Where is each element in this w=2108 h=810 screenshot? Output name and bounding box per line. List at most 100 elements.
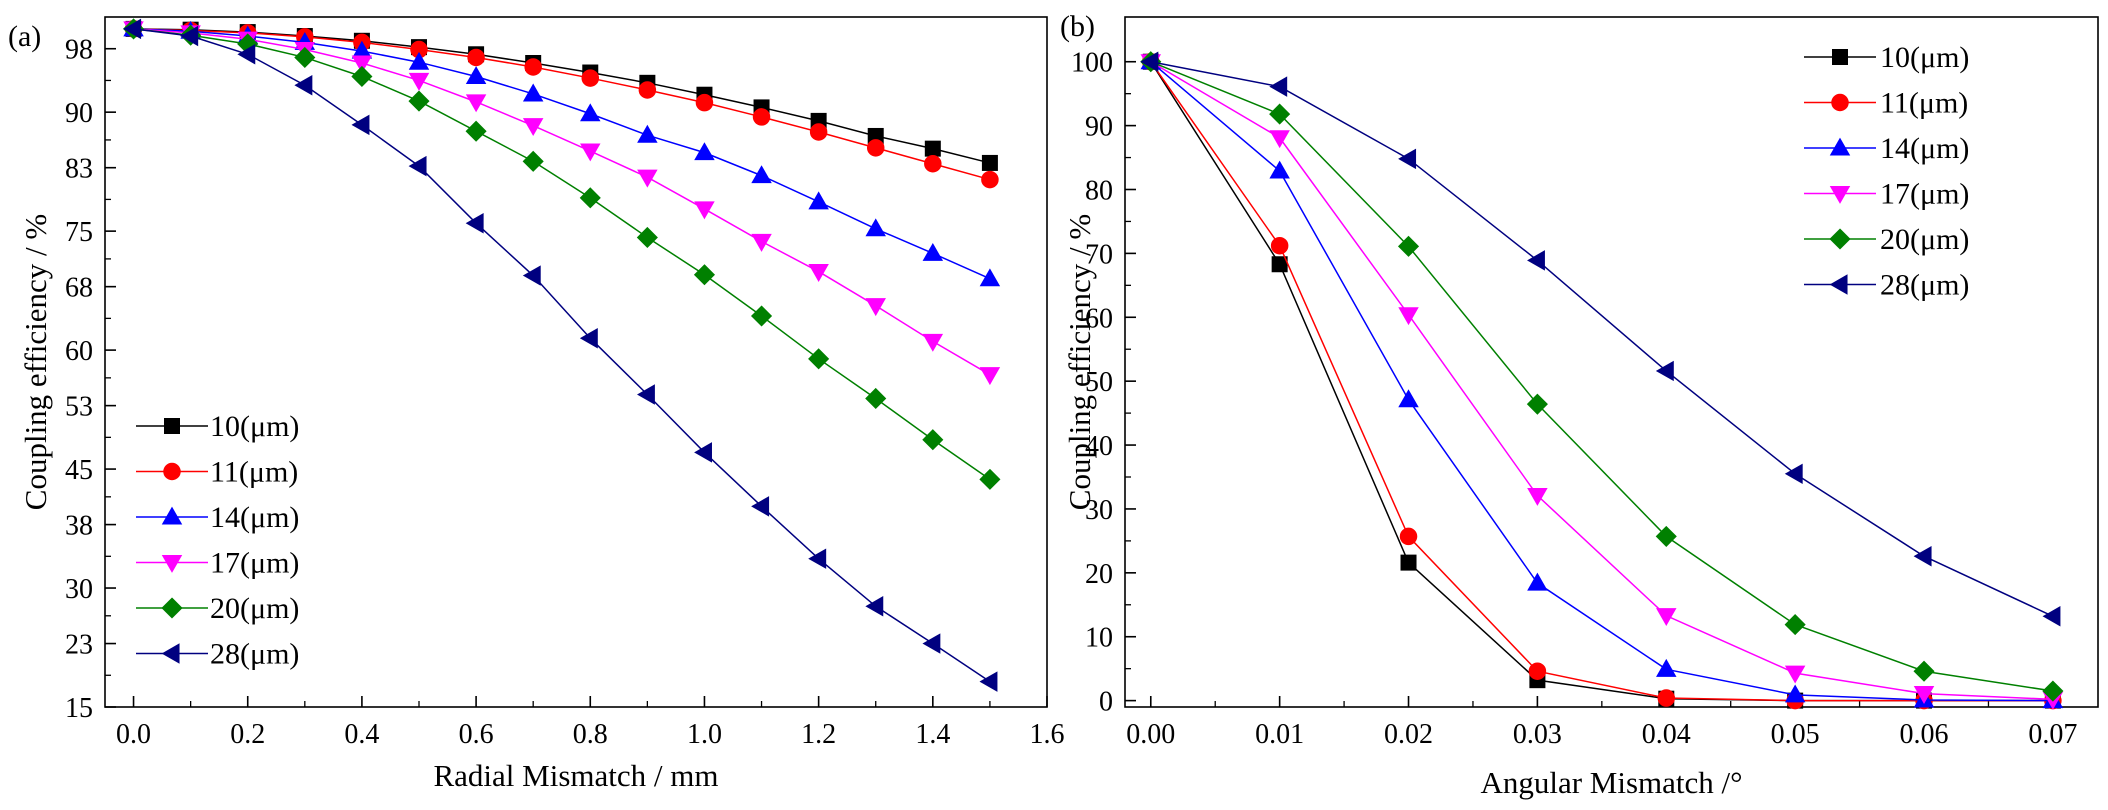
legend-item-20um: 20(μm) [1804,223,1969,256]
data-point [638,81,657,99]
legend-label: 17(μm) [1880,178,1969,211]
data-point [1269,76,1288,97]
data-point [922,429,944,451]
data-point [1140,51,1159,72]
data-point [695,93,714,112]
data-point [1270,236,1289,255]
y-tick-label: 83 [65,154,93,185]
data-point [123,18,142,40]
data-point [237,44,256,65]
y-tick-label: 38 [65,511,93,542]
data-point [981,170,999,189]
x-tick-label: 1.2 [801,719,836,750]
series-line [133,28,991,376]
data-point [467,48,485,67]
series-line [1150,61,2053,702]
x-tick-label: 0.07 [2028,719,2077,750]
legend-label: 28(μm) [210,638,299,671]
data-point [636,384,655,405]
y-tick-label: 90 [1085,112,1113,143]
y-tick-label: 68 [65,273,93,304]
data-point [751,496,770,517]
y-tick-label: 0 [1099,687,1113,718]
legend-item-10um: 10(μm) [136,410,299,443]
series-line [133,28,991,164]
data-point [408,72,430,91]
x-tick-label: 0.05 [1771,719,1820,750]
data-point [1656,658,1677,677]
x-tick-label: 1.0 [687,719,722,750]
legend-item-20um: 20(μm) [136,592,299,625]
chart-panel-b: 0.00 0.01 0.02 0.03 0.04 0.05 0.06 0.07 0 10 20 30 4… [1060,10,2099,800]
y-tick-label: 30 [1085,495,1113,526]
legend-item-11um: 11(μm) [136,456,298,489]
legend-marker [1829,228,1851,250]
legend-marker [161,506,183,525]
data-point [580,143,601,162]
legend-label: 20(μm) [210,592,299,625]
data-point [866,139,885,157]
data-point [408,51,430,70]
data-point [1913,545,1932,567]
data-point [522,118,544,137]
x-tick-label: 0.03 [1513,719,1562,750]
legend-marker [161,643,180,664]
y-tick-label: 80 [1085,176,1113,207]
data-point [351,65,373,88]
data-point [408,90,430,112]
data-point [1269,103,1291,125]
legend: 10(μm) 11(μm) 14(μm) 17(μm) 20(μm) 28(μm) [1804,41,1969,302]
x-tick-label: 0.0 [116,719,151,750]
data-point [294,46,316,68]
data-point [1397,235,1420,257]
data-point [1656,608,1677,627]
y-tick-label: 20 [1085,559,1113,590]
data-point [979,268,1001,287]
data-point [924,154,942,173]
data-point [865,218,886,237]
legend-label: 10(μm) [210,410,299,443]
y-tick-label: 15 [65,693,93,724]
y-tick-label: 53 [65,392,93,423]
x-axis-title: Radial Mismatch / mm [434,758,719,793]
series-28um [1140,51,2061,627]
data-point [351,114,370,136]
data-point [465,94,487,113]
data-point [2042,606,2061,627]
legend-marker [161,597,183,619]
legend-marker [163,462,181,481]
y-tick-label: 40 [1085,431,1113,462]
series-17um [123,21,1001,386]
data-point [522,83,544,102]
legend-label: 28(μm) [1880,269,1969,302]
data-point [351,55,373,74]
data-point [408,155,427,177]
legend-marker [1829,185,1851,204]
plot-frame [1124,16,2099,708]
data-point [1784,684,1806,703]
panel-label: (a) [8,20,41,53]
data-point [1526,393,1548,415]
data-point [981,154,998,171]
data-point [979,671,998,692]
data-point [1913,660,1935,682]
y-tick-label: 45 [65,455,93,486]
legend-marker [1831,93,1849,112]
data-point [808,191,829,210]
data-point [694,442,712,463]
data-point [180,25,199,47]
data-point [1655,525,1677,547]
data-point [636,226,658,249]
x-tick-label: 0.4 [344,719,379,750]
data-point [1527,572,1548,591]
data-point [465,120,487,142]
legend: 10(μm) 11(μm) 14(μm) 17(μm) 20(μm) 28(μm) [136,410,299,671]
legend-marker [161,554,183,573]
y-tick-label: 60 [65,336,93,367]
data-point [751,165,772,184]
data-point [865,387,887,410]
data-point [1655,360,1674,382]
legend-label: 20(μm) [1880,223,1969,256]
data-point [1784,665,1806,684]
